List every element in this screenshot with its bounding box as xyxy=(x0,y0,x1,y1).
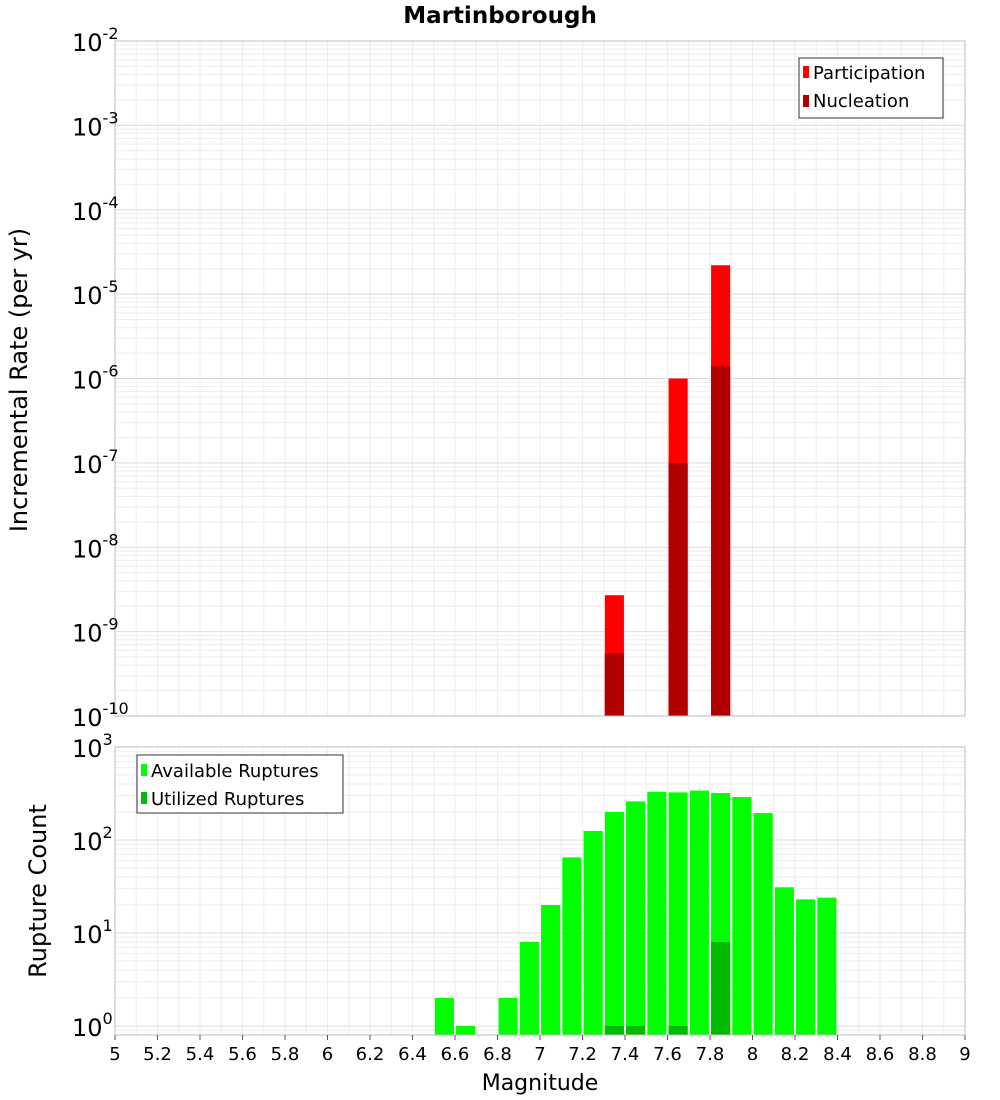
count-bar-available-ruptures xyxy=(774,887,794,1035)
x-tick-label: 6.4 xyxy=(398,1044,427,1065)
rate-bar-nucleation xyxy=(711,366,731,716)
rate-panel: 10-10 10-9 10-8 10-7 10-6 10-5 10-4 10-3 10-2 Ma… xyxy=(5,3,966,732)
count-bar-available-ruptures xyxy=(519,942,539,1035)
rate-plot-frame xyxy=(114,40,966,717)
count-bar-available-ruptures xyxy=(668,792,688,1035)
x-tick-label: 9 xyxy=(959,1044,970,1065)
rate-y-tick-label: 10-8 xyxy=(72,530,119,563)
x-tick-label: 8.4 xyxy=(823,1044,852,1065)
count-bar-available-ruptures xyxy=(604,812,624,1035)
legend-swatch-available xyxy=(141,764,147,776)
count-y-axis-label: Rupture Count xyxy=(24,804,52,978)
x-tick-label: 8.8 xyxy=(908,1044,937,1065)
count-bar-available-ruptures xyxy=(732,796,752,1035)
rate-y-tick-label: 10-5 xyxy=(72,277,119,310)
legend-swatch-participation xyxy=(803,66,809,78)
rate-y-tick-label: 10-10 xyxy=(72,699,129,732)
x-tick-label: 8.2 xyxy=(781,1044,810,1065)
count-bar-available-ruptures xyxy=(753,813,773,1035)
x-tick-label: 6 xyxy=(322,1044,333,1065)
count-bar-available-ruptures xyxy=(456,1025,476,1035)
count-bar-available-ruptures xyxy=(817,897,837,1035)
x-axis-label: Magnitude xyxy=(482,1071,599,1096)
rate-y-tick-label: 10-3 xyxy=(72,108,119,141)
count-bar-utilized-ruptures xyxy=(626,1025,646,1035)
legend-label-participation: Participation xyxy=(813,63,925,84)
rate-legend: Participation Nucleation xyxy=(798,57,944,119)
count-bar-available-ruptures xyxy=(562,857,582,1035)
count-legend-box xyxy=(136,754,344,814)
rate-y-tick-label: 10-4 xyxy=(72,193,119,226)
rate-grid xyxy=(114,40,966,717)
count-y-tick-label: 100 xyxy=(72,1009,113,1042)
count-bar-available-ruptures xyxy=(498,997,518,1035)
x-tick-label: 7.4 xyxy=(611,1044,640,1065)
x-tick-label: 7.2 xyxy=(568,1044,597,1065)
count-bar-available-ruptures xyxy=(541,904,561,1035)
rate-y-tick-label: 10-6 xyxy=(72,362,119,395)
rate-bar-nucleation xyxy=(604,653,624,716)
x-tick-label: 5.2 xyxy=(143,1044,172,1065)
x-tick-label: 5.8 xyxy=(271,1044,300,1065)
count-bar-available-ruptures xyxy=(689,790,709,1035)
count-x-ticks: 5 5.2 5.4 5.6 5.8 6 6.2 6.4 6.6 6.8 7 7.2 7.4 7.6 7.8 8… xyxy=(109,1035,971,1065)
x-tick-label: 8.6 xyxy=(866,1044,895,1065)
rate-bar-nucleation xyxy=(668,462,688,716)
rate-y-tick-label: 10-2 xyxy=(72,24,119,57)
x-tick-label: 6.2 xyxy=(356,1044,385,1065)
count-bar-available-ruptures xyxy=(583,830,603,1035)
legend-swatch-utilized xyxy=(141,792,147,804)
count-bar-utilized-ruptures xyxy=(604,1025,624,1035)
count-y-tick-label: 101 xyxy=(72,916,113,949)
count-legend: Available Ruptures Utilized Ruptures xyxy=(136,754,344,814)
count-bar-utilized-ruptures xyxy=(668,1025,688,1035)
x-tick-label: 6.6 xyxy=(441,1044,470,1065)
rate-y-axis-label: Incremental Rate (per yr) xyxy=(5,228,33,532)
x-tick-label: 7.6 xyxy=(653,1044,682,1065)
count-panel: 100 101 102 103 5 5.2 5.4 5.6 5.8 6 6.2 6.4 6.6 6.8 7… xyxy=(24,730,971,1096)
count-bar-available-ruptures xyxy=(796,899,816,1035)
legend-label-nucleation: Nucleation xyxy=(813,91,909,112)
legend-label-utilized: Utilized Ruptures xyxy=(151,789,304,810)
legend-label-available: Available Ruptures xyxy=(151,761,319,782)
x-tick-label: 7.8 xyxy=(696,1044,725,1065)
chart-title: Martinborough xyxy=(403,3,597,29)
x-tick-label: 7 xyxy=(534,1044,545,1065)
count-bar-available-ruptures xyxy=(647,791,667,1035)
rate-legend-box xyxy=(798,57,944,119)
count-bar-available-ruptures xyxy=(626,801,646,1035)
count-bar-available-ruptures xyxy=(434,997,454,1035)
x-tick-label: 5.6 xyxy=(228,1044,257,1065)
rate-bars xyxy=(604,265,731,716)
count-y-tick-label: 102 xyxy=(72,823,113,856)
count-bars xyxy=(434,790,837,1035)
x-tick-label: 6.8 xyxy=(483,1044,512,1065)
rate-y-tick-label: 10-9 xyxy=(72,615,119,648)
legend-swatch-nucleation xyxy=(803,95,809,107)
rate-y-ticks: 10-10 10-9 10-8 10-7 10-6 10-5 10-4 10-3 10-2 xyxy=(72,24,129,732)
x-tick-label: 5 xyxy=(109,1044,120,1065)
rate-y-tick-label: 10-7 xyxy=(72,446,119,479)
count-y-ticks: 100 101 102 103 xyxy=(72,730,113,1042)
count-y-tick-label: 103 xyxy=(72,730,113,763)
x-tick-label: 5.4 xyxy=(186,1044,215,1065)
x-tick-label: 8 xyxy=(747,1044,758,1065)
count-bar-utilized-ruptures xyxy=(711,942,731,1035)
